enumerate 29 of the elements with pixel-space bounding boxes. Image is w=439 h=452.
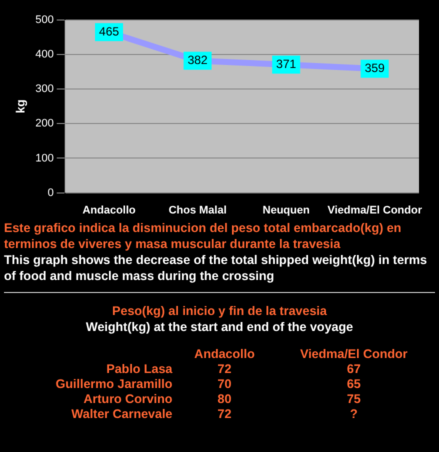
text: Este grafico indica la disminucion del peso total embarcado(kg) en terminos de viveres y masa muscular durante la travesia xyxy=(4,220,402,252)
text: Peso(kg) al inicio y fin de la travesia xyxy=(111,303,328,319)
text: Walter Carnevale xyxy=(70,407,174,422)
text: Arturo Corvino xyxy=(82,392,174,407)
text: 67 xyxy=(346,362,362,377)
text: Guillermo Jaramillo xyxy=(54,377,174,392)
x-tick-label: Andacollo xyxy=(82,204,136,216)
text: 72 xyxy=(216,362,232,377)
text: 75 xyxy=(346,392,362,407)
text: ? xyxy=(348,407,359,422)
text: 80 xyxy=(216,392,232,407)
text: Viedma/El Condor xyxy=(299,347,409,362)
y-tick-label: 100 xyxy=(35,152,54,164)
text: 70 xyxy=(216,377,232,392)
x-tick-label: Viedma/El Condor xyxy=(327,204,423,216)
y-tick-label: 0 xyxy=(48,186,54,199)
x-tick-label: Neuquen xyxy=(262,204,310,216)
text: 72 xyxy=(216,407,232,422)
text: Weight(kg) at the start and end of the voyage xyxy=(84,319,354,335)
y-tick-label: 500 xyxy=(35,14,54,26)
text: 65 xyxy=(346,377,362,392)
x-tick-label: Chos Malal xyxy=(168,204,227,216)
text: This graph shows the decrease of the total shipped weight(kg) in terms of food and muscle mass during the crossing xyxy=(4,252,428,284)
text: Andacollo xyxy=(193,347,256,362)
text: Pablo Lasa xyxy=(105,362,174,377)
y-tick-label: 400 xyxy=(35,48,54,61)
y-axis-title: kg xyxy=(14,99,28,114)
y-tick-label: 200 xyxy=(35,118,54,130)
y-tick-label: 300 xyxy=(35,83,54,96)
